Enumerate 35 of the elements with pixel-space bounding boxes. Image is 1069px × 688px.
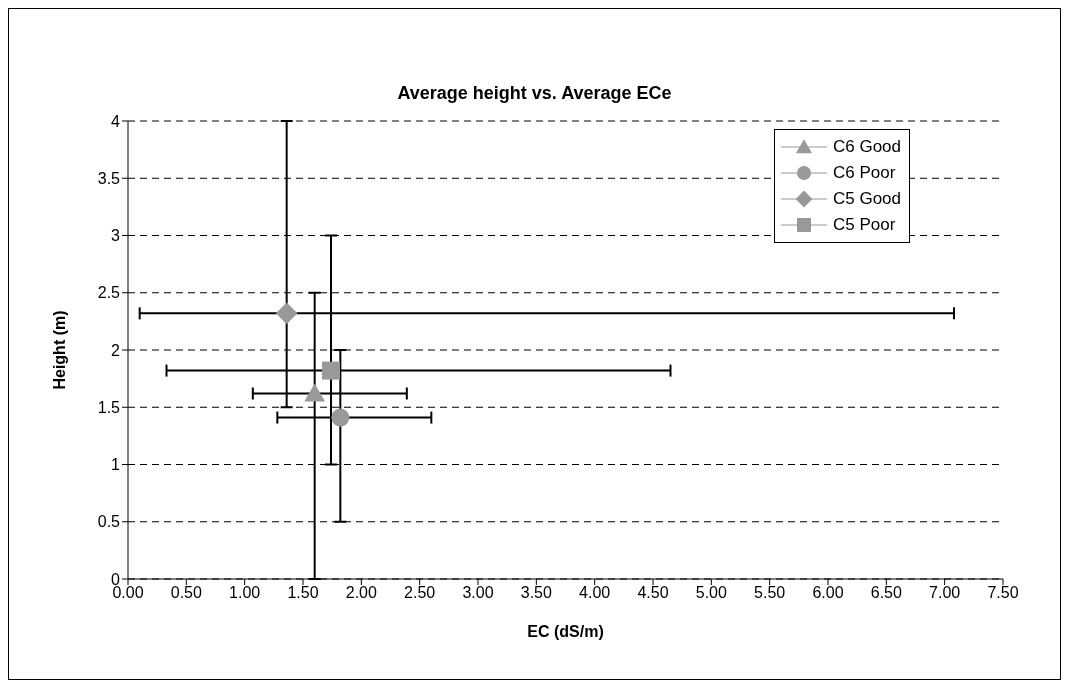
x-axis-title: EC (dS/m): [527, 623, 604, 640]
x-tick-label: 1.00: [229, 584, 261, 602]
point: [322, 361, 340, 380]
y-axis-title: Height (m): [50, 310, 68, 390]
x-tick-label: 2.00: [345, 584, 378, 602]
point: [275, 302, 298, 325]
x-tick-label: 3.50: [520, 584, 553, 602]
x-tick-label: 2.50: [404, 584, 436, 602]
x-tick-label: 5.00: [695, 584, 728, 602]
y-tick-label: 3.5: [97, 169, 121, 187]
legend-label: C5 Good: [832, 189, 901, 209]
chart-title: Average height vs. Average ECe: [396, 83, 673, 104]
y-tick-label: 0.5: [97, 513, 121, 531]
point: [304, 383, 326, 402]
legend-label: C6 Poor: [832, 163, 896, 183]
legend-label: C6 Good: [832, 137, 901, 157]
y-tick-label: 1.5: [97, 398, 121, 416]
x-tick-label: 4.00: [579, 584, 611, 602]
x-tick-label: 3.00: [462, 584, 494, 602]
x-tick-label: 0.00: [112, 584, 144, 602]
legend-label: C5 Poor: [832, 215, 896, 235]
x-tick-label: 0.50: [170, 584, 203, 602]
x-tick-label: 7.00: [929, 584, 961, 602]
y-tick-label: 2.5: [97, 284, 121, 302]
x-tick-label: 7.50: [987, 584, 1019, 602]
y-tick-label: 4: [111, 112, 121, 130]
x-tick-label: 6.00: [812, 584, 844, 602]
x-tick-label: 1.50: [287, 584, 319, 602]
x-tick-label: 6.50: [870, 584, 903, 602]
y-tick-label: 3: [111, 227, 121, 245]
x-tick-label: 4.50: [637, 584, 669, 602]
point: [331, 408, 350, 427]
x-tick-label: 5.50: [754, 584, 786, 602]
y-tick-label: 1: [111, 456, 121, 474]
y-tick-label: 2: [111, 341, 121, 359]
